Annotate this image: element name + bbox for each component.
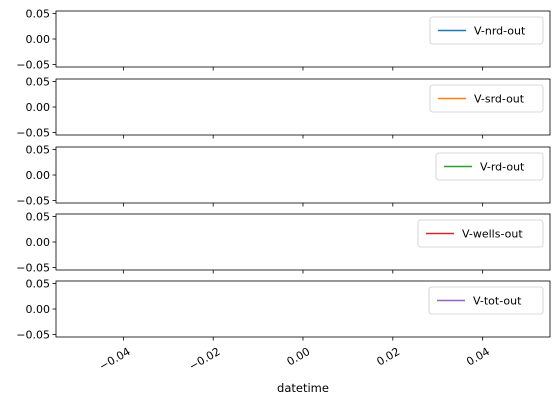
- y-tick-label: 0.05: [26, 8, 51, 21]
- legend-label: V-srd-out: [474, 93, 525, 106]
- x-axis-label: datetime: [277, 381, 329, 395]
- y-tick-label: −0.05: [16, 58, 50, 71]
- y-tick-label: 0.05: [26, 278, 51, 291]
- y-tick-label: 0.00: [26, 303, 51, 316]
- y-tick-label: −0.05: [16, 328, 50, 341]
- legend-box: [435, 152, 544, 181]
- legend-label: V-tot-out: [473, 295, 522, 308]
- legend-box: [417, 219, 544, 248]
- y-tick-label: −0.05: [16, 126, 50, 139]
- y-tick-label: −0.05: [16, 194, 50, 207]
- legend-label: V-nrd-out: [474, 25, 526, 38]
- y-tick-label: 0.00: [26, 169, 51, 182]
- y-tick-label: 0.05: [26, 211, 51, 224]
- legend-box: [428, 286, 544, 315]
- y-tick-label: 0.05: [26, 144, 51, 157]
- legend-label: V-rd-out: [480, 161, 525, 174]
- legend-label: V-wells-out: [462, 228, 523, 241]
- x-tick-label: 0.04: [464, 345, 492, 369]
- y-tick-label: −0.05: [16, 261, 50, 274]
- y-tick-label: 0.05: [26, 76, 51, 89]
- y-tick-label: 0.00: [26, 33, 51, 46]
- legend-box: [429, 84, 544, 113]
- x-tick-label: −0.04: [97, 345, 133, 373]
- x-tick-label: 0.00: [285, 345, 313, 369]
- y-tick-label: 0.00: [26, 101, 51, 114]
- x-tick-label: −0.02: [187, 345, 223, 373]
- x-tick-label: 0.02: [374, 345, 402, 369]
- y-tick-label: 0.00: [26, 236, 51, 249]
- legend-box: [429, 16, 544, 45]
